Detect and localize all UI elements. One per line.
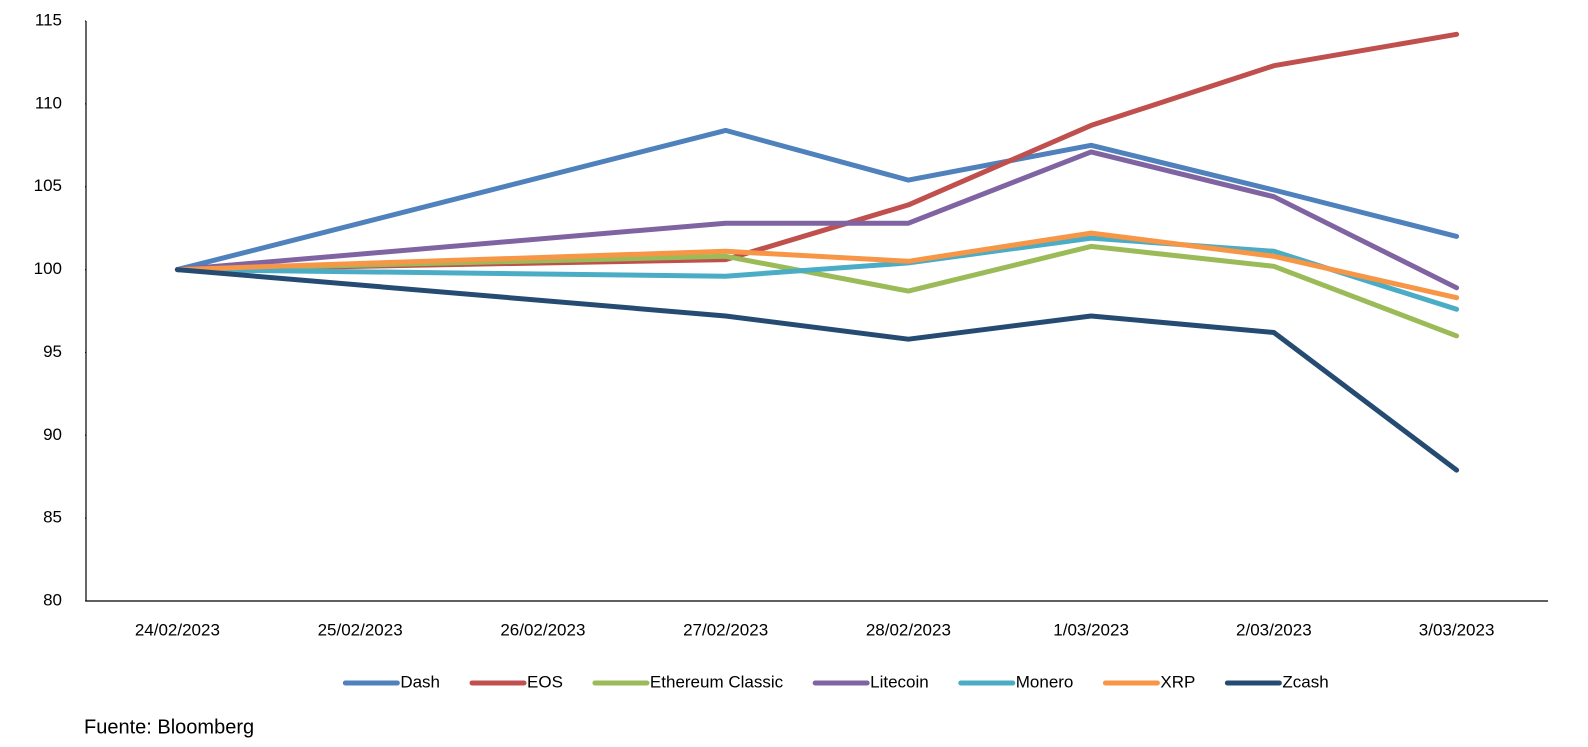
- x-tick-label: 24/02/2023: [135, 620, 220, 639]
- x-tick-label: 2/03/2023: [1236, 620, 1312, 639]
- legend-label: Litecoin: [870, 672, 929, 691]
- series-line: [174, 267, 1460, 473]
- x-tick-label: 27/02/2023: [683, 620, 768, 639]
- source-note: Fuente: Bloomberg: [84, 716, 254, 738]
- x-tick-label: 26/02/2023: [500, 620, 585, 639]
- series-line: [174, 243, 1460, 339]
- legend-label: Ethereum Classic: [650, 672, 784, 691]
- y-tick-label: 85: [43, 508, 62, 527]
- legend-label: XRP: [1160, 672, 1195, 691]
- y-tick-label: 115: [35, 10, 62, 29]
- y-tick-label: 105: [34, 176, 62, 195]
- legend-label: Dash: [400, 672, 440, 691]
- x-tick-label: 1/03/2023: [1053, 620, 1129, 639]
- series-line: [174, 149, 1460, 291]
- legend-label: Monero: [1016, 672, 1074, 691]
- y-tick-label: 90: [43, 425, 62, 444]
- y-tick-label: 100: [34, 259, 62, 278]
- legend-label: EOS: [527, 672, 563, 691]
- series-line: [174, 230, 1460, 301]
- x-tick-label: 25/02/2023: [318, 620, 403, 639]
- legend-label: Zcash: [1282, 672, 1328, 691]
- x-tick-label: 28/02/2023: [866, 620, 951, 639]
- x-tick-label: 3/03/2023: [1419, 620, 1495, 639]
- y-tick-label: 95: [43, 342, 62, 361]
- y-tick-label: 110: [35, 93, 62, 112]
- series-line: [174, 31, 1460, 273]
- y-tick-label: 80: [43, 590, 62, 609]
